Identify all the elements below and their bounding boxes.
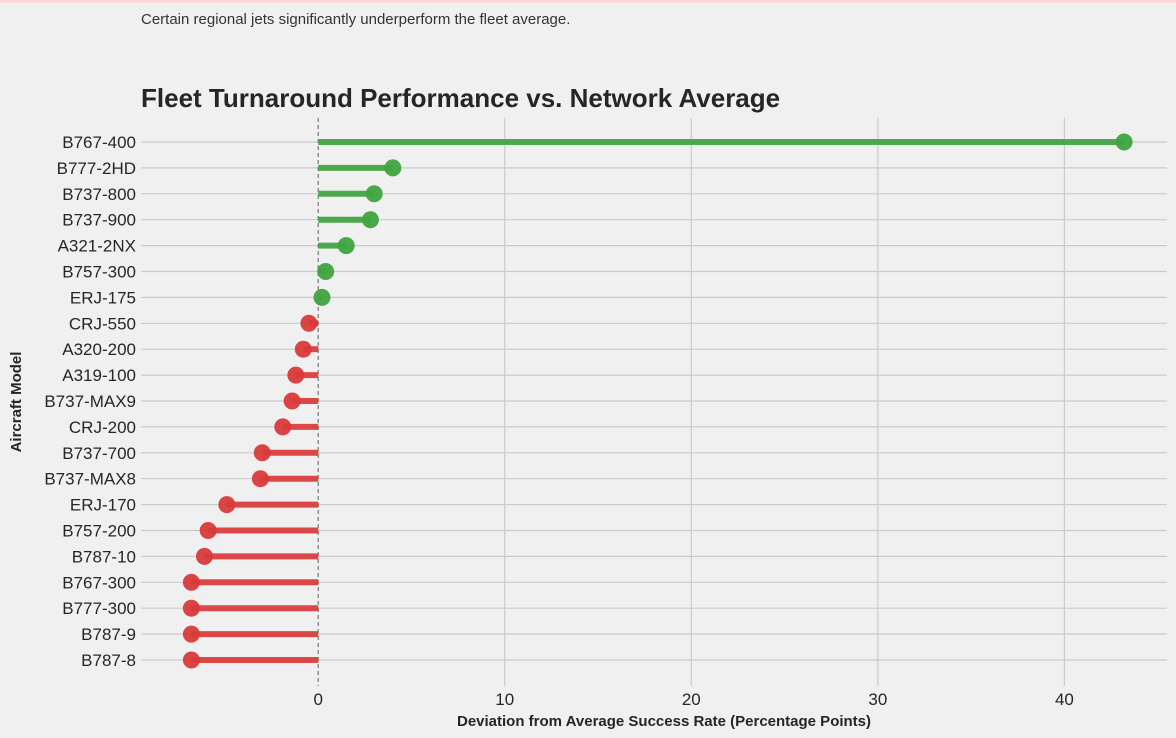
y-tick-label: B777-300 xyxy=(62,599,136,618)
y-tick-label: ERJ-175 xyxy=(70,288,136,307)
y-tick-label: A319-100 xyxy=(62,366,136,385)
lollipop-dot xyxy=(274,418,292,436)
y-tick-label: ERJ-170 xyxy=(70,496,136,515)
x-tick-label: 0 xyxy=(313,690,322,709)
lollipop-dot xyxy=(313,288,331,306)
lollipop-dot xyxy=(300,314,318,332)
y-tick-label: B737-MAX9 xyxy=(44,392,136,411)
lollipop-dot xyxy=(182,573,200,591)
y-tick-label: B737-MAX8 xyxy=(44,470,136,489)
grid-layer xyxy=(141,118,1167,686)
x-tick-label: 40 xyxy=(1055,690,1074,709)
y-tick-label: CRJ-200 xyxy=(69,418,136,437)
text-layer: Fleet Turnaround Performance vs. Network… xyxy=(8,83,1074,730)
y-tick-label: B767-300 xyxy=(62,573,136,592)
lollipop-dot xyxy=(361,211,379,229)
lollipop-dot xyxy=(317,263,335,280)
lollipop-dot xyxy=(218,496,236,514)
x-tick-label: 30 xyxy=(868,690,887,709)
y-tick-label: CRJ-550 xyxy=(69,314,136,333)
chart-subtitle: Certain regional jets significantly unde… xyxy=(141,11,571,28)
y-axis-label: Aircraft Model xyxy=(8,352,25,453)
x-tick-label: 20 xyxy=(682,690,701,709)
lollipop-dot xyxy=(195,547,213,565)
lollipop-dot xyxy=(253,444,271,462)
lollipop-dot xyxy=(384,159,402,177)
lollipop-dot xyxy=(283,392,301,410)
lollipop-dot xyxy=(287,366,305,384)
lollipop-dot xyxy=(251,470,269,488)
y-tick-label: B757-300 xyxy=(62,263,136,282)
lollipop-dot xyxy=(182,625,200,643)
lollipop-dot xyxy=(199,522,217,539)
y-tick-label: B787-8 xyxy=(81,651,136,670)
y-tick-label: B787-10 xyxy=(72,547,136,566)
lollipop-dot xyxy=(294,340,312,358)
lollipop-dot xyxy=(182,599,200,617)
lollipop-dot xyxy=(1115,133,1133,151)
y-tick-label: A320-200 xyxy=(62,340,136,359)
y-tick-label: B767-400 xyxy=(62,133,136,152)
lollipop-dot xyxy=(182,651,200,669)
x-axis-label: Deviation from Average Success Rate (Per… xyxy=(457,713,871,730)
y-tick-label: B737-800 xyxy=(62,185,136,204)
lollipop-dot xyxy=(337,237,355,255)
y-tick-label: B757-200 xyxy=(62,522,136,541)
lollipop-dot xyxy=(365,185,383,203)
y-tick-label: B737-900 xyxy=(62,211,136,230)
chart-title: Fleet Turnaround Performance vs. Network… xyxy=(141,83,780,113)
top-strip xyxy=(0,0,1176,3)
y-tick-label: B787-9 xyxy=(81,625,136,644)
y-tick-label: A321-2NX xyxy=(58,237,136,256)
y-tick-label: B777-2HD xyxy=(57,159,136,178)
marks-layer xyxy=(182,133,1133,669)
y-tick-label: B737-700 xyxy=(62,444,136,463)
x-tick-label: 10 xyxy=(495,690,514,709)
